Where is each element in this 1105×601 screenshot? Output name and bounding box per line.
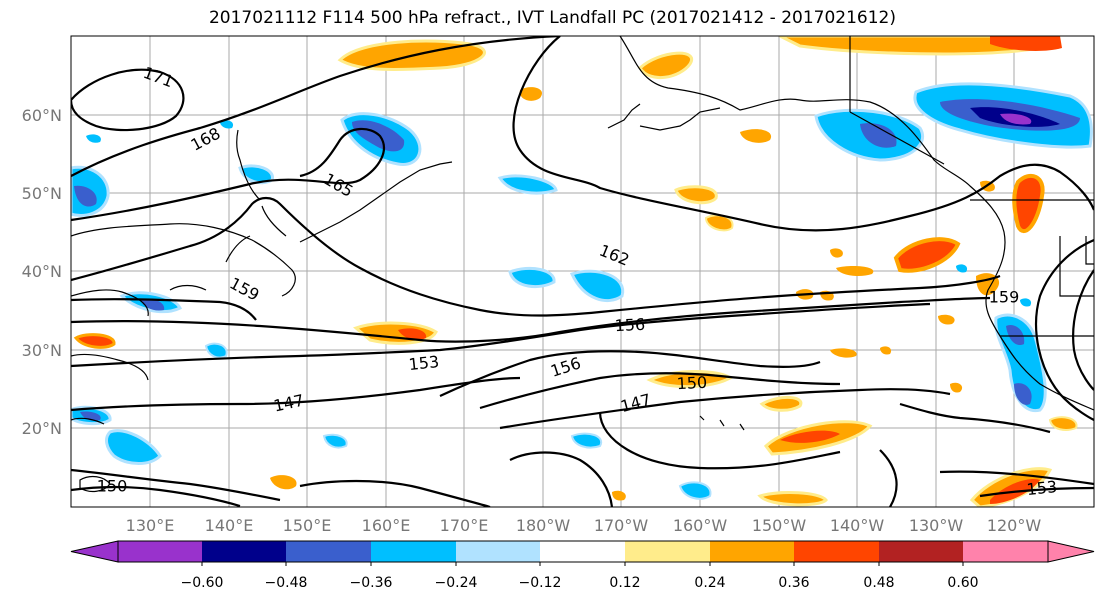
lon-label: 160°E [362,516,411,535]
lat-label: 60°N [22,106,62,125]
colorbar-tick-label: 0.24 [694,575,725,591]
contour-label: 159 [989,288,1020,307]
colorbar: −0.60 −0.48 −0.36 −0.24 −0.12 0.12 0.24 0.36 0.4… [70,540,1095,591]
colorbar-extend-low [70,540,119,563]
lat-label: 30°N [22,341,62,360]
colorbar-swatch [118,541,202,562]
contour-label: 150 [97,477,128,496]
lon-label: 140°W [830,516,885,535]
colorbar-tick-label: 0.60 [947,575,978,591]
lon-label: 150°W [752,516,807,535]
height-contours [71,36,1094,507]
colorbar-swatch [710,541,794,562]
lon-label: 120°W [987,516,1042,535]
colorbar-swatch [540,541,625,562]
contour-label: 150 [676,373,707,394]
map-border [70,35,1095,508]
negative-anomaly-shading [71,82,1093,500]
lat-label: 50°N [22,184,62,203]
contour-label: 156 [614,315,645,336]
colorbar-swatch [202,541,286,562]
lat-label: 20°N [22,419,62,438]
colorbar-tick-label: −0.36 [350,575,393,591]
colorbar-swatch [963,541,1048,562]
colorbar-tick-label: 0.48 [863,575,894,591]
colorbar-tick-label: −0.60 [181,575,224,591]
colorbar-tick-label: 0.36 [778,575,809,591]
colorbar-tick-label: −0.48 [265,575,308,591]
colorbar-outline [117,540,1049,563]
latitude-labels: 60°N 50°N 40°N 30°N 20°N [22,106,62,438]
colorbar-tick-label: −0.24 [435,575,478,591]
lon-label: 180°W [516,516,571,535]
lon-label: 140°E [205,516,254,535]
colorbar-tick-label: −0.12 [519,575,562,591]
colorbar-swatch [456,541,540,562]
colorbar-swatch [879,541,963,562]
lon-label: 150°E [283,516,332,535]
lon-label: 130°W [909,516,964,535]
lon-label: 130°E [126,516,175,535]
colorbar-swatch [794,541,879,562]
colorbar-swatch [371,541,456,562]
colorbar-swatch [286,541,371,562]
map-title: 2017021112 F114 500 hPa refract., IVT La… [208,8,896,28]
lon-label: 160°W [673,516,728,535]
contour-label: 153 [1026,477,1058,499]
lat-label: 40°N [22,262,62,281]
coastlines [71,36,1094,493]
colorbar-tick-label: 0.12 [609,575,640,591]
lon-label: 170°W [594,516,649,535]
longitude-labels: 130°E 140°E 150°E 160°E 170°E 180°W 170°W 160°W… [126,516,1042,535]
colorbar-extend-high [1047,540,1095,563]
contour-label: 153 [408,352,440,374]
lon-label: 170°E [440,516,489,535]
colorbar-swatch [625,541,710,562]
